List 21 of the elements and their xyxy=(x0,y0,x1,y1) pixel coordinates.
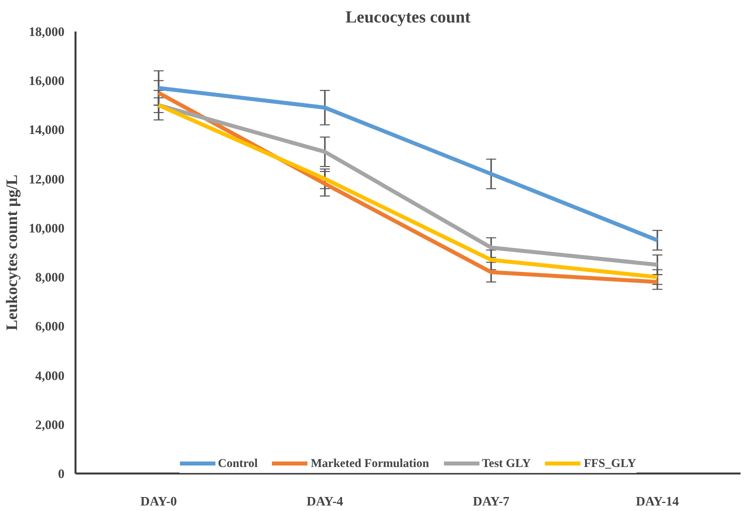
x-tick-label: DAY-7 xyxy=(472,494,510,508)
x-tick-label: DAY-0 xyxy=(140,494,177,508)
y-tick-label: 2,000 xyxy=(35,416,64,432)
y-tick-label: 18,000 xyxy=(28,24,64,39)
x-tick-label: DAY-14 xyxy=(636,494,680,508)
y-tick-label: 14,000 xyxy=(28,122,64,138)
y-tick-label: 6,000 xyxy=(35,318,64,334)
y-tick-label: 4,000 xyxy=(35,368,64,383)
y-tick-label: 0 xyxy=(58,466,64,481)
y-tick-label: 10,000 xyxy=(28,220,64,236)
y-tick-label: 16,000 xyxy=(28,73,64,88)
y-axis-title: Leukocytes count µg/L xyxy=(4,174,21,330)
legend-label: Marketed Formulation xyxy=(310,456,430,470)
line-series xyxy=(156,86,660,242)
legend-label: FFS_GLY xyxy=(584,456,636,470)
y-tick-label: 8,000 xyxy=(35,270,64,285)
x-tick-label: DAY-4 xyxy=(306,494,344,508)
legend-label: Test GLY xyxy=(482,456,531,470)
y-tick-label: 12,000 xyxy=(28,171,64,186)
chart-title: Leucocytes count xyxy=(345,8,471,26)
legend-label: Control xyxy=(218,456,258,470)
